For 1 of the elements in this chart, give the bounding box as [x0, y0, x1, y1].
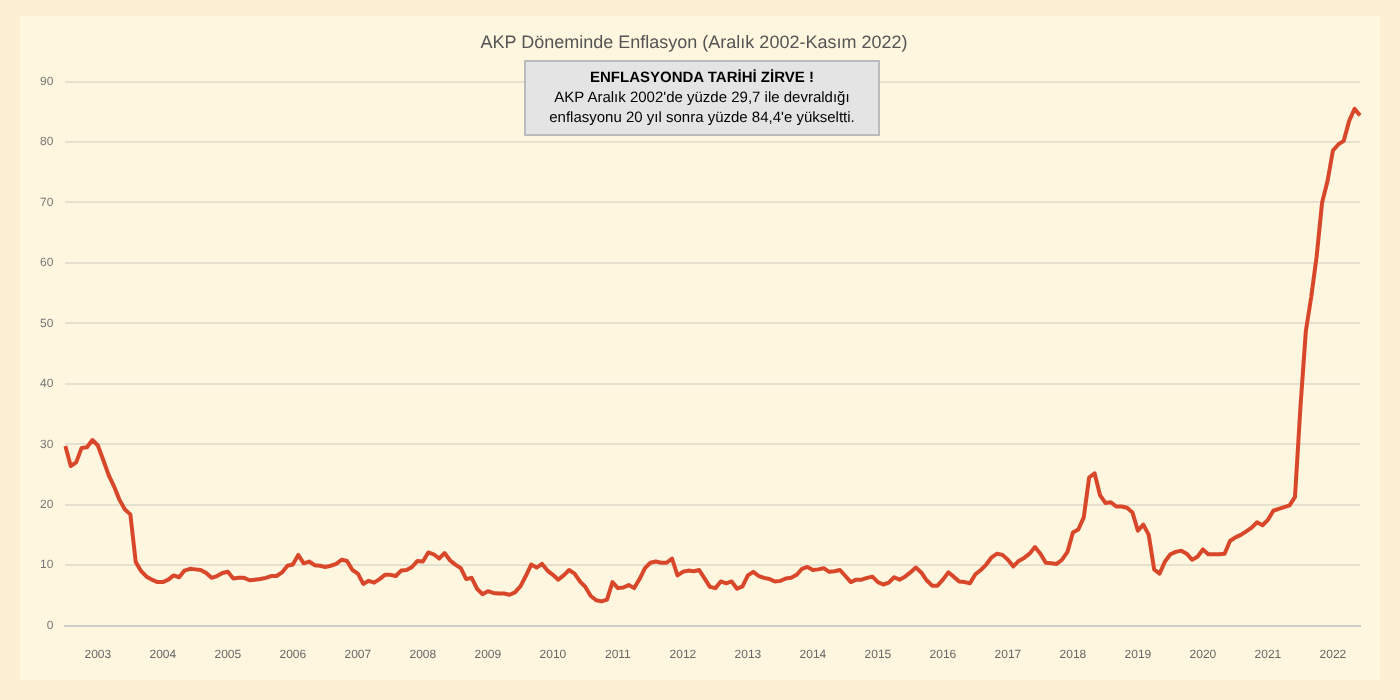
chart-title: AKP Döneminde Enflasyon (Aralık 2002-Kasım 2022): [480, 31, 908, 52]
